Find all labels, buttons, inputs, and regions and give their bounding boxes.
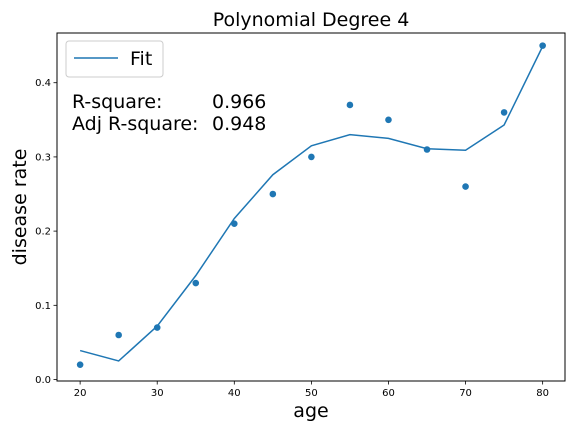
chart-title: Polynomial Degree 4 [213,9,410,31]
r-square-label: R-square: [72,91,162,113]
y-tick-label: 0.1 [35,301,51,312]
x-axis-label: age [293,400,328,422]
x-axis-ticks: 20 30 40 50 60 70 80 [74,381,549,399]
x-tick-label: 60 [382,388,395,399]
fit-statistics: R-square: 0.966 Adj R-square: 0.948 [72,91,266,135]
legend: Fit [65,40,164,78]
data-point [269,190,277,198]
data-point [462,183,469,190]
x-tick-label: 70 [459,388,472,399]
data-point [385,116,392,124]
data-point [539,42,546,49]
adj-r-square-value: 0.948 [212,113,266,135]
data-point [192,279,200,287]
data-point [346,101,354,109]
data-point [308,153,315,161]
y-tick-label: 0.4 [35,78,51,89]
y-axis-ticks: 0.0 0.1 0.2 0.3 0.4 [35,78,57,386]
plot-area [56,32,566,382]
legend-label: Fit [130,48,152,70]
x-tick-label: 80 [536,388,549,399]
series-layer [76,42,546,368]
data-point [76,361,84,368]
y-tick-label: 0.0 [35,375,51,386]
x-tick-label: 40 [228,388,241,399]
legend-box [65,40,164,78]
r-square-value: 0.966 [212,91,266,113]
x-tick-label: 20 [74,388,87,399]
data-point [500,109,508,116]
x-tick-label: 30 [151,388,164,399]
fit-line [79,46,544,362]
data-point [115,331,122,339]
data-point [153,324,161,331]
y-tick-label: 0.2 [35,227,51,238]
y-tick-label: 0.3 [35,152,51,163]
y-axis-label: disease rate [9,149,31,266]
x-tick-label: 50 [305,388,318,399]
adj-r-square-label: Adj R-square: [72,113,198,135]
